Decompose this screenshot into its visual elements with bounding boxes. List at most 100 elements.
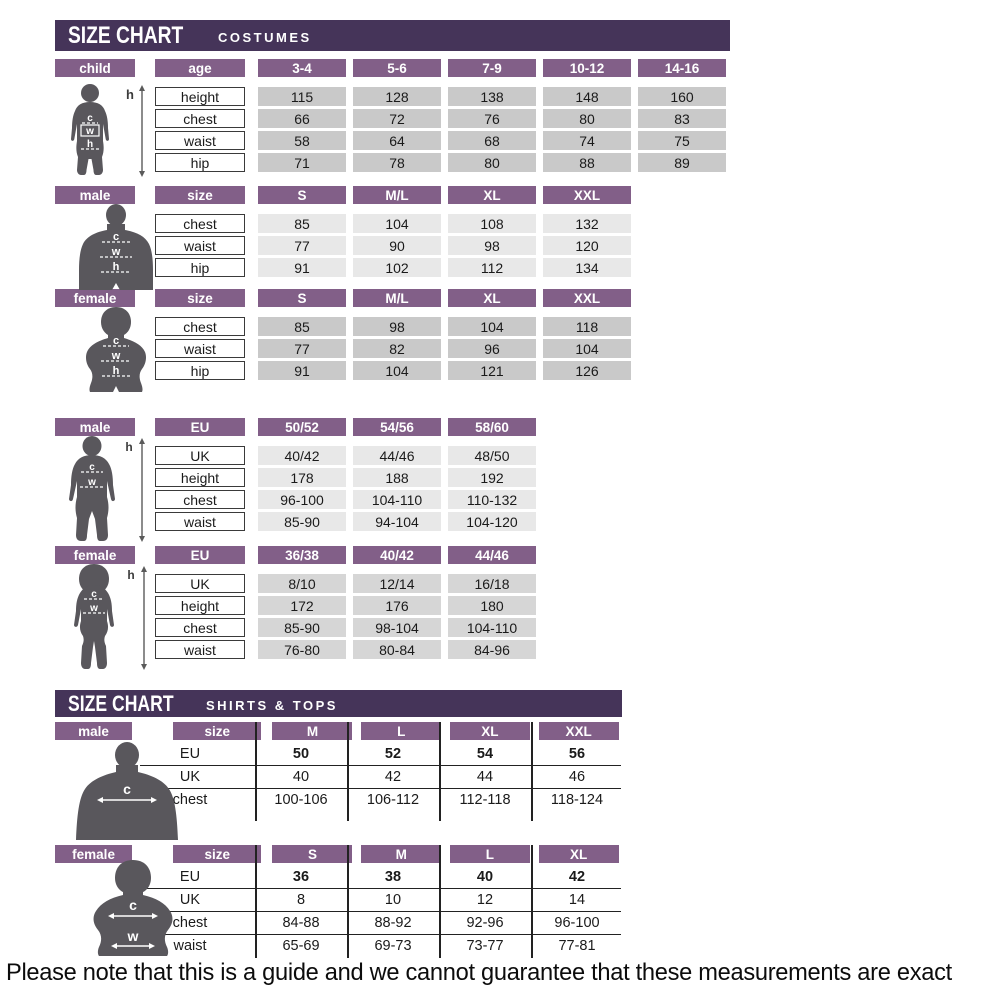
column-header: 44/46 (448, 546, 536, 564)
row-label: chest (172, 914, 208, 931)
row-label: waist (155, 339, 245, 358)
cell: 96-100 (554, 914, 600, 931)
row-label: UK (179, 891, 201, 908)
cell: 188 (353, 468, 441, 487)
male-torso-figure: c w h (79, 204, 153, 290)
table-header-row: female EU 36/38 40/42 44/46 (55, 546, 543, 564)
row-label: hip (155, 153, 245, 172)
cell: 112 (448, 258, 536, 277)
table-header-row: male EU 50/52 54/56 58/60 (55, 418, 543, 436)
column-header: 10-12 (543, 59, 631, 77)
cell: 98-104 (353, 618, 441, 637)
table-row: UK 8/10 12/14 16/18 (55, 574, 543, 593)
table-row: chest 85-90 98-104 104-110 (55, 618, 543, 637)
column-header: 3-4 (258, 59, 346, 77)
table-row: hip 91 104 121 126 (55, 361, 638, 380)
cell: 112-118 (459, 791, 511, 808)
hip-mark: h (113, 365, 120, 377)
table-row: height 115 128 138 148 160 (55, 87, 733, 106)
column-header: L (361, 722, 442, 740)
cell: 14 (568, 891, 586, 908)
height-mark: h (125, 440, 132, 454)
table-row: chest 84-88 88-92 92-96 96-100 (55, 911, 623, 935)
cell: 40/42 (258, 446, 346, 465)
cell: 178 (258, 468, 346, 487)
table-row: height 178 188 192 (55, 468, 543, 487)
row-label: EU (179, 868, 201, 885)
cell: 50 (292, 745, 310, 762)
column: S (268, 845, 357, 863)
female-torso-figure: c w h (86, 307, 146, 392)
cell: 78 (353, 153, 441, 172)
cell: 82 (353, 339, 441, 358)
cell: 12/14 (353, 574, 441, 593)
cell: 65-69 (282, 937, 320, 954)
waist-mark: w (127, 928, 139, 944)
cell: 92-96 (466, 914, 504, 931)
column: XL (534, 845, 623, 863)
cell: 8/10 (258, 574, 346, 593)
table-row: chest 100-106 106-112 112-118 118-124 (55, 788, 623, 811)
column: M (357, 845, 446, 863)
gender-label: male (55, 186, 135, 204)
attr-header: size (155, 289, 245, 307)
cell: 118 (543, 317, 631, 336)
chest-mark: c (123, 781, 131, 797)
cell: 98 (353, 317, 441, 336)
column: XL (446, 722, 535, 740)
cell: 104 (353, 214, 441, 233)
table-row: hip 71 78 80 88 89 (55, 153, 733, 172)
column-divider (531, 845, 533, 958)
table-row: waist 77 82 96 104 (55, 339, 638, 358)
row-label: waist (155, 512, 245, 531)
cell: 88-92 (374, 914, 412, 931)
cell: 69-73 (374, 937, 412, 954)
child-size-table: child age 3-4 5-6 7-9 10-12 14-16 height 115 128 1… (55, 59, 733, 175)
costumes-subtitle: COSTUMES (218, 29, 312, 45)
attr-header: size (155, 186, 245, 204)
male-shirts-figure: c (76, 742, 178, 840)
cell: 66 (258, 109, 346, 128)
column-header: XL (448, 289, 536, 307)
table-row: waist 77 90 98 120 (55, 236, 638, 255)
attr-header: EU (155, 418, 245, 436)
cell: 108 (448, 214, 536, 233)
child-figure: c w h h (71, 84, 145, 177)
cell: 176 (353, 596, 441, 615)
shirts-subtitle: SHIRTS & TOPS (206, 697, 338, 713)
row-label: waist (155, 236, 245, 255)
cell: 88 (543, 153, 631, 172)
column-header: XXL (538, 722, 619, 740)
cell: 38 (384, 868, 402, 885)
cell: 77 (258, 236, 346, 255)
cell: 40 (476, 868, 494, 885)
table-row: waist 65-69 69-73 73-77 77-81 (55, 934, 623, 957)
cell: 80 (448, 153, 536, 172)
column-header: 14-16 (638, 59, 726, 77)
column-divider (255, 722, 257, 821)
cell: 89 (638, 153, 726, 172)
hip-mark: h (87, 139, 93, 150)
cell: 77 (258, 339, 346, 358)
female-size-table: female size S M/L XL XXL chest 85 98 104 118 waist 7… (55, 289, 638, 383)
row-label: waist (155, 131, 245, 150)
cell: 77-81 (558, 937, 596, 954)
cell: 94-104 (353, 512, 441, 531)
cell: 85-90 (258, 512, 346, 531)
cell: 44/46 (353, 446, 441, 465)
table-row: EU 36 38 40 42 (55, 865, 623, 889)
cell: 96 (448, 339, 536, 358)
column-header: XXL (543, 289, 631, 307)
shirts-header-band: SIZE CHART SHIRTS & TOPS (55, 690, 622, 717)
chest-mark: c (129, 897, 137, 913)
cell: 44 (476, 768, 494, 785)
row-label: UK (155, 574, 245, 593)
male-eu-size-table: male EU 50/52 54/56 58/60 UK 40/42 44/46 48/50 he… (55, 418, 543, 534)
cell: 104 (353, 361, 441, 380)
column-header: M (361, 845, 442, 863)
waist-mark: w (85, 126, 94, 137)
column: L (446, 845, 535, 863)
column-header: M (272, 722, 353, 740)
female-shirts-table: female size S M L XL EU 36 38 40 42 UK 8 10 12 14 chest 8… (55, 845, 623, 958)
column-divider (255, 845, 257, 958)
